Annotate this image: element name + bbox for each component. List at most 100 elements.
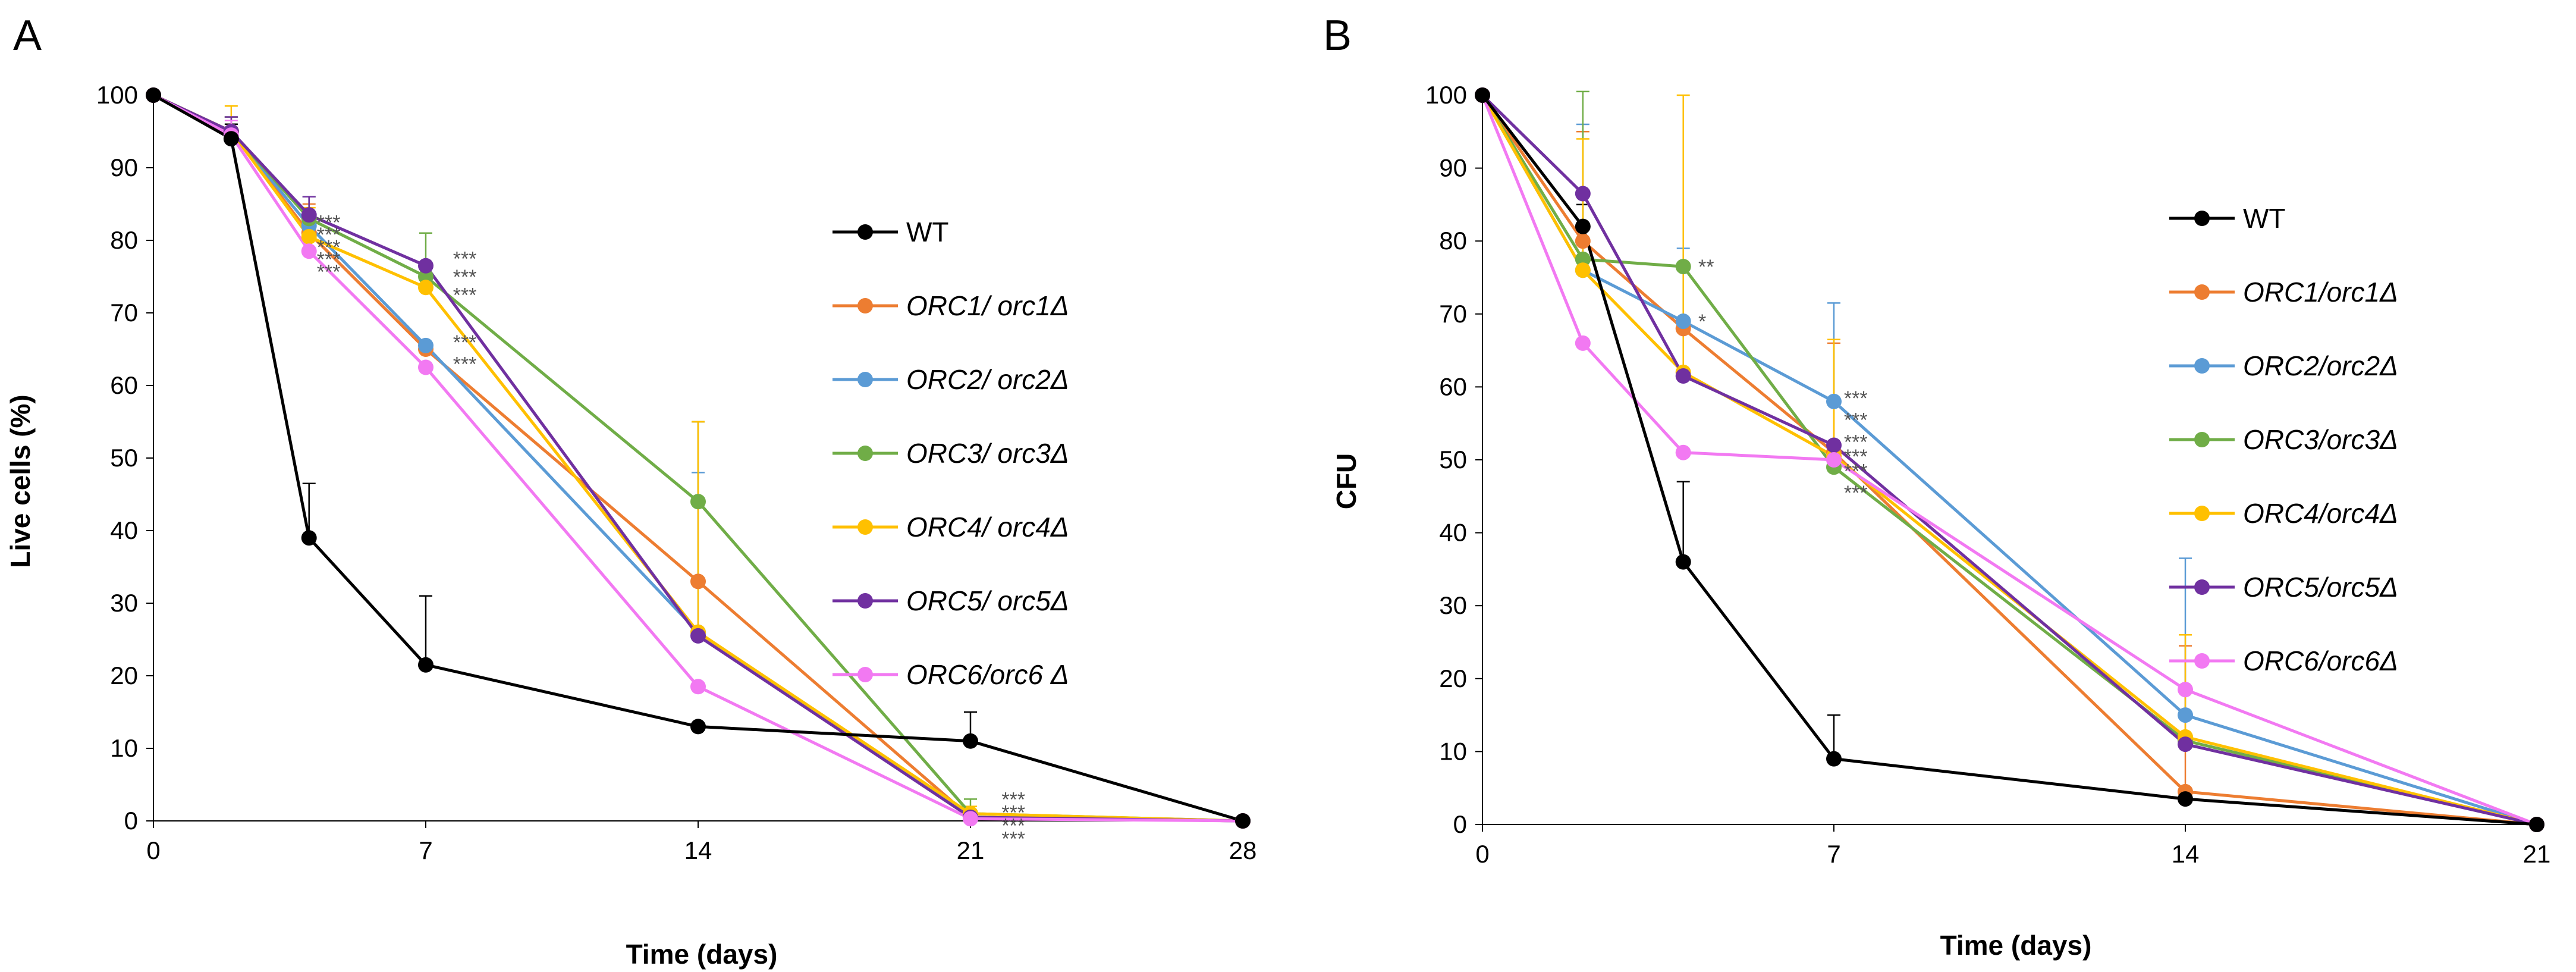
panel-b-y-tick-label: 40 [1439, 519, 1467, 547]
panel-b-y-ticks: 0 10 20 30 40 50 60 70 80 90 100 [1425, 81, 1482, 838]
panel-a-data-point [690, 573, 706, 590]
panel-b-legend-label: ORC2/orc2Δ [2243, 350, 2398, 381]
panel-b-data-point [1826, 437, 1842, 453]
panel-b-data-point [1826, 452, 1842, 468]
panel-b-significance-label: * [1698, 311, 1706, 333]
panel-a-legend: WT ORC1/ orc1Δ ORC2/ orc2Δ ORC3/ orc3Δ ORC4/… [833, 217, 1069, 690]
panel-a-data-point [301, 207, 317, 223]
panel-a-y-tick-label: 10 [110, 734, 138, 762]
panel-a-significance-label: *** [453, 353, 477, 375]
panel-b-letter: B [1323, 12, 1352, 59]
panel-b-data-point [1575, 251, 1591, 267]
panel-a-significance-label: *** [1001, 827, 1025, 850]
panel-a-data-point [301, 530, 317, 546]
panel-a-x-tick-label: 14 [684, 836, 712, 864]
panel-a-x-tick-label: 21 [957, 836, 985, 864]
panel-a-legend-marker [857, 446, 873, 461]
panel-a-y-ticks: 0 10 20 30 40 50 60 70 80 90 100 [96, 81, 153, 835]
panel-a-x-tick-label: 28 [1229, 836, 1257, 864]
panel-b-data-point [1675, 554, 1691, 570]
panel-a-data-point [963, 733, 978, 749]
panel-b-legend-label: ORC1/orc1Δ [2243, 277, 2398, 308]
panel-a-letter: A [13, 12, 42, 59]
panel-b-x-ticks: 0 7 14 21 [1475, 824, 2550, 868]
panel-b-data-point [2178, 682, 2193, 698]
panel-b-legend-label: WT [2243, 203, 2286, 234]
panel-b-legend-marker [2194, 284, 2210, 300]
panel-a-data-point [301, 243, 317, 259]
panel-b-x-tick-label: 7 [1827, 840, 1840, 868]
panel-b-data-point [2178, 707, 2193, 723]
panel-a-y-tick-label: 20 [110, 661, 138, 689]
panel-a-data-point [146, 87, 161, 103]
panel-b-data-point [1575, 262, 1591, 278]
panel-a-significance-label: *** [317, 224, 341, 246]
panel-a-y-tick-label: 50 [110, 444, 138, 472]
panel-b-data-point [2178, 791, 2193, 807]
panel-a-significance-label: *** [453, 266, 477, 289]
panel-a-significance-label: *** [1001, 801, 1025, 824]
panel-b-y-tick-label: 50 [1439, 446, 1467, 474]
panel-a-x-ticks: 0 7 14 21 28 [146, 821, 1256, 864]
panel-b-x-title: Time (days) [1940, 930, 2092, 961]
panel-b-y-tick-label: 20 [1439, 664, 1467, 692]
panel-b-series-line [1481, 95, 2537, 826]
panel-a-significance-label: *** [1001, 788, 1025, 811]
panel-b-legend-label: ORC4/orc4Δ [2243, 498, 2398, 529]
panel-a-x-title: Time (days) [626, 939, 778, 970]
panel-a-data-point [223, 131, 239, 147]
panel-b-legend: WT ORC1/orc1Δ ORC2/orc2Δ ORC3/orc3Δ ORC4/orc… [2169, 203, 2398, 676]
panel-b-y-tick-label: 0 [1453, 810, 1467, 838]
panel-a-legend-marker [857, 519, 873, 535]
panel-a-data-point [418, 337, 433, 353]
panel-a-significance-label: *** [317, 261, 341, 283]
panel-a-legend-marker [857, 593, 873, 609]
panel-b-legend-marker [2194, 432, 2210, 447]
panel-a-significance-label: *** [317, 236, 341, 259]
panel-b-series-lines [1481, 94, 2537, 826]
panel-b-significance-label: *** [1844, 431, 1868, 453]
panel-b-data-point [1575, 335, 1591, 351]
panel-b-significance-label: *** [1844, 387, 1868, 410]
panel-a-legend-label: ORC1/ orc1Δ [906, 290, 1069, 321]
panel-b-significance-label: *** [1844, 482, 1868, 504]
panel-a-data-point [418, 359, 433, 375]
panel-a-data-point [963, 811, 978, 827]
panel-b-points [1475, 87, 2544, 832]
panel-a-y-tick-label: 30 [110, 589, 138, 617]
panel-b-data-point [1675, 368, 1691, 384]
panel-a-data-point [690, 679, 706, 695]
panel-b-annotations: ********************* [1698, 256, 1868, 504]
panel-a-legend-marker [857, 224, 873, 240]
panel-a-y-title: Live cells (%) [5, 394, 36, 567]
panel-a-legend-marker [857, 667, 873, 682]
panel-b-y-title: CFU [1331, 453, 1362, 510]
panel-a-y-tick-label: 60 [110, 371, 138, 399]
panel-a-data-point [690, 628, 706, 644]
panel-b-data-point [1675, 313, 1691, 330]
panel-a-data-point [418, 657, 433, 673]
panel-a-y-tick-label: 0 [124, 807, 138, 835]
panel-b-significance-label: *** [1844, 409, 1868, 432]
panel-b-x-tick-label: 21 [2523, 840, 2551, 868]
panel-b-data-point [1575, 218, 1591, 234]
panel-a-data-point [418, 258, 433, 274]
panel-b-series-line [1481, 94, 2537, 826]
panel-b-series-line [1481, 94, 2537, 826]
panel-b-legend-label: ORC5/orc5Δ [2243, 572, 2398, 603]
panel-b-legend-label: ORC6/orc6Δ [2243, 645, 2398, 676]
panel-b-data-point [1675, 259, 1691, 275]
panel-b-legend-marker [2194, 653, 2210, 669]
panel-a-significance-label: *** [317, 212, 341, 234]
panel-b-data-point [2178, 736, 2193, 752]
panel-b-y-tick-label: 30 [1439, 591, 1467, 619]
panel-a-annotations: ****************************************… [317, 212, 1025, 851]
panel-a-x-tick-label: 7 [419, 836, 432, 864]
panel-a-y-tick-label: 70 [110, 299, 138, 327]
panel-a-points [146, 87, 1251, 829]
panel-a-y-tick-label: 80 [110, 226, 138, 254]
panel-a-legend-label: ORC6/orc6 Δ [906, 659, 1069, 690]
panel-a-y-tick-label: 90 [110, 153, 138, 181]
